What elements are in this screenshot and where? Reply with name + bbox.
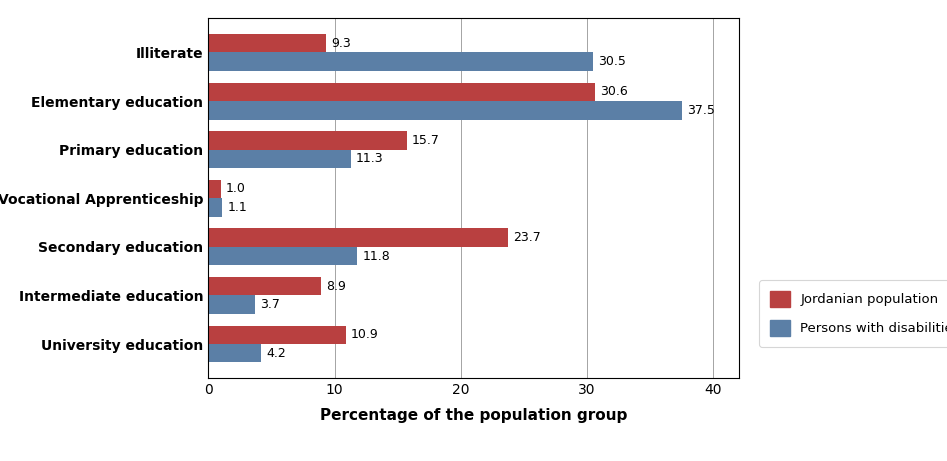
Bar bbox=[208, 34, 326, 53]
Bar bbox=[208, 344, 261, 362]
Text: 23.7: 23.7 bbox=[512, 231, 541, 244]
Bar bbox=[208, 53, 594, 71]
Bar bbox=[208, 277, 321, 296]
Text: 3.7: 3.7 bbox=[260, 298, 280, 311]
Bar bbox=[208, 247, 357, 265]
Bar bbox=[208, 198, 223, 217]
Text: 15.7: 15.7 bbox=[412, 134, 439, 147]
Bar bbox=[208, 228, 508, 247]
Bar bbox=[208, 131, 406, 150]
Bar bbox=[208, 296, 255, 314]
Text: 10.9: 10.9 bbox=[351, 328, 379, 341]
Bar bbox=[208, 83, 595, 101]
Bar bbox=[208, 150, 351, 168]
Bar bbox=[208, 325, 346, 344]
Text: 1.1: 1.1 bbox=[227, 201, 247, 214]
Bar bbox=[208, 180, 221, 198]
Text: 11.3: 11.3 bbox=[356, 153, 384, 165]
Text: 11.8: 11.8 bbox=[363, 249, 390, 263]
Legend: Jordanian population, Persons with disabilities: Jordanian population, Persons with disab… bbox=[759, 280, 947, 347]
X-axis label: Percentage of the population group: Percentage of the population group bbox=[320, 408, 627, 423]
Text: 9.3: 9.3 bbox=[331, 37, 350, 50]
Text: 37.5: 37.5 bbox=[687, 104, 715, 117]
Bar bbox=[208, 101, 682, 119]
Text: 4.2: 4.2 bbox=[266, 347, 286, 360]
Text: 30.6: 30.6 bbox=[599, 85, 628, 98]
Text: 30.5: 30.5 bbox=[599, 55, 626, 68]
Text: 8.9: 8.9 bbox=[326, 280, 346, 293]
Text: 1.0: 1.0 bbox=[226, 183, 246, 195]
